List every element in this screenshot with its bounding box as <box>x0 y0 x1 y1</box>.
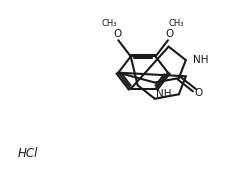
Text: NH: NH <box>193 55 208 65</box>
Text: O: O <box>194 88 202 98</box>
Text: O: O <box>165 29 173 39</box>
Text: CH₃: CH₃ <box>102 19 117 28</box>
Text: NH: NH <box>156 89 172 99</box>
Text: CH₃: CH₃ <box>169 19 184 28</box>
Text: HCl: HCl <box>18 147 38 160</box>
Text: O: O <box>113 29 121 39</box>
